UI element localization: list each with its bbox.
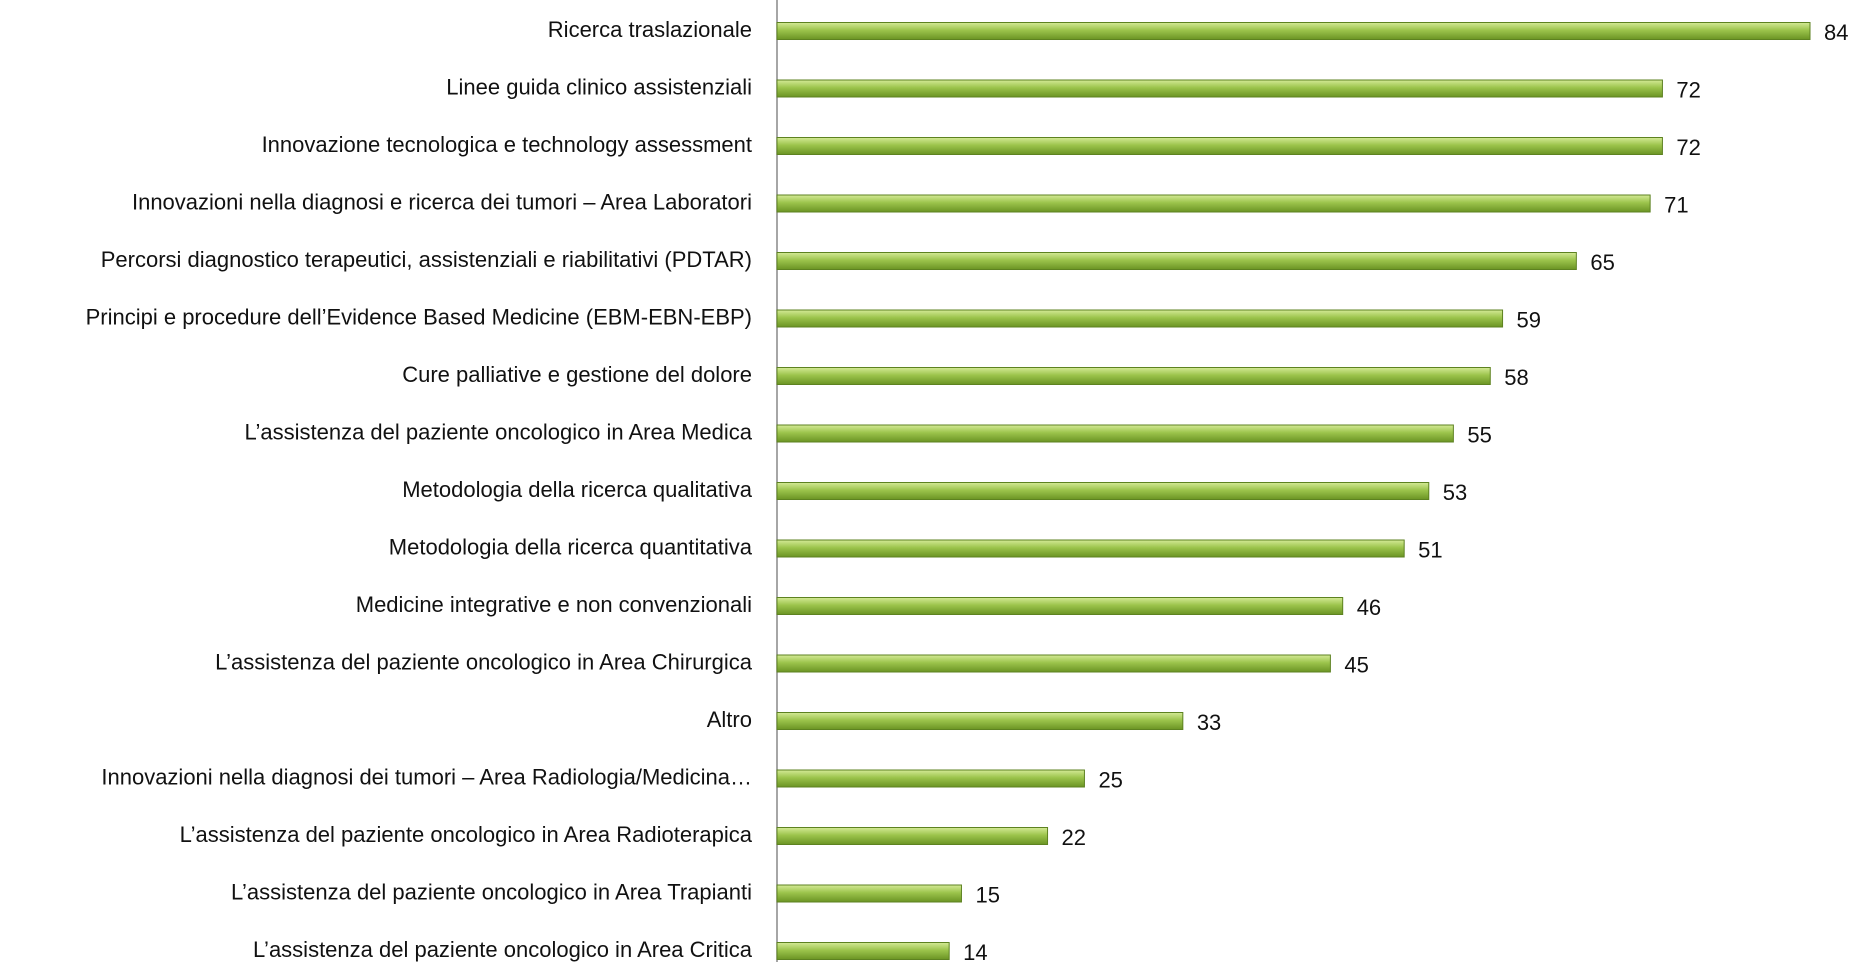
bar — [776, 942, 950, 960]
category-label: Metodologia della ricerca qualitativa — [402, 477, 753, 502]
data-label: 45 — [1344, 652, 1368, 677]
bar — [776, 309, 1504, 328]
category-label: L’assistenza del paziente oncologico in … — [231, 879, 752, 904]
data-label: 22 — [1062, 825, 1086, 850]
bar — [776, 252, 1577, 270]
bar — [776, 769, 1085, 788]
data-label: 25 — [1098, 767, 1122, 792]
category-label: Innovazioni nella diagnosi e ricerca dei… — [132, 189, 752, 214]
category-label: Ricerca traslazionale — [548, 17, 752, 42]
data-label: 84 — [1824, 20, 1848, 45]
data-label: 59 — [1517, 307, 1541, 332]
bar — [776, 482, 1430, 500]
category-label: Metodologia della ricerca quantitativa — [389, 534, 753, 559]
data-label: 72 — [1676, 135, 1700, 160]
category-label: Innovazioni nella diagnosi dei tumori – … — [101, 764, 752, 789]
data-label: 65 — [1590, 250, 1614, 275]
data-label: 33 — [1197, 710, 1221, 735]
bar — [776, 194, 1651, 213]
data-label: 14 — [963, 940, 987, 962]
bar — [776, 539, 1405, 558]
category-label: Linee guida clinico assistenziali — [446, 74, 752, 99]
data-label: 53 — [1443, 480, 1467, 505]
data-label: 51 — [1418, 537, 1442, 562]
category-label: L’assistenza del paziente oncologico in … — [180, 822, 753, 847]
category-label: L’assistenza del paziente oncologico in … — [244, 419, 752, 444]
bar — [776, 884, 962, 903]
category-label: L’assistenza del paziente oncologico in … — [253, 937, 753, 962]
bar — [776, 597, 1344, 615]
bar — [776, 22, 1811, 40]
data-label: 55 — [1467, 422, 1491, 447]
data-label: 71 — [1664, 192, 1688, 217]
bar — [776, 137, 1663, 155]
category-label: Percorsi diagnostico terapeutici, assist… — [101, 247, 752, 272]
data-label: 72 — [1676, 77, 1700, 102]
data-label: 15 — [975, 882, 999, 907]
category-label: Altro — [707, 707, 752, 732]
category-label: Medicine integrative e non convenzionali — [356, 592, 752, 617]
category-label: Innovazione tecnologica e technology ass… — [262, 132, 752, 157]
bar — [776, 712, 1184, 730]
bar — [776, 367, 1491, 385]
category-label: Principi e procedure dell’Evidence Based… — [86, 304, 752, 329]
bar — [776, 827, 1049, 845]
category-label: L’assistenza del paziente oncologico in … — [215, 649, 753, 674]
bar — [776, 654, 1331, 673]
category-label: Cure palliative e gestione del dolore — [402, 362, 752, 387]
data-label: 46 — [1357, 595, 1381, 620]
data-label: 58 — [1504, 365, 1528, 390]
bar — [776, 79, 1663, 98]
bar — [776, 424, 1454, 443]
